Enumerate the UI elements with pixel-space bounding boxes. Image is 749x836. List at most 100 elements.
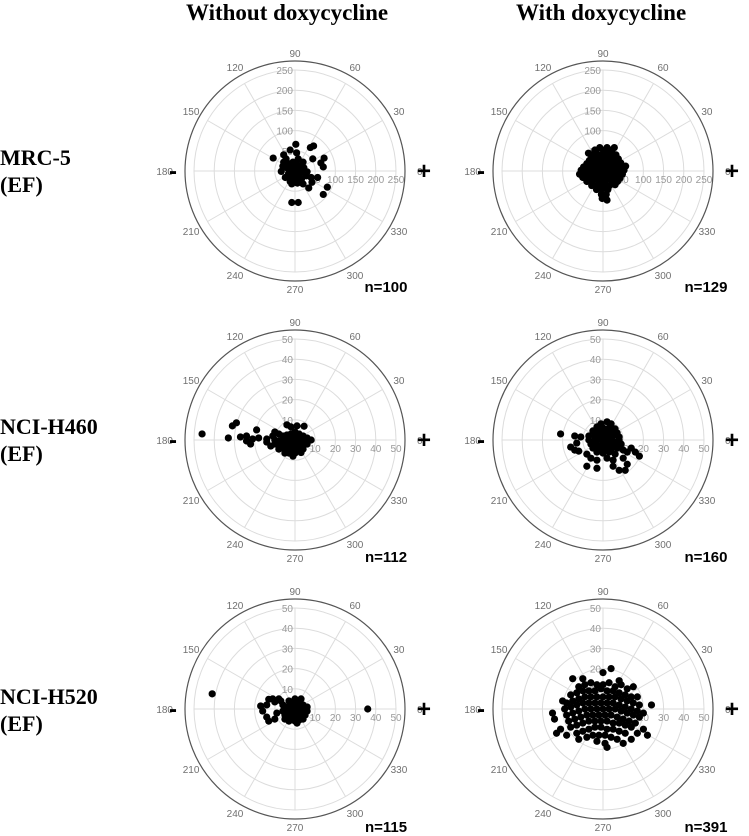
grid-spoke <box>515 439 604 491</box>
polar-chart-panel: 10 10 20 20 30 30 40 40 50 50 0 30 60 90 120 150 180 210 2… <box>156 587 431 836</box>
sample-size-label: n=160 <box>685 549 728 566</box>
angle-label: 300 <box>347 540 364 551</box>
angle-label: 0 <box>725 436 731 447</box>
angle-label: 240 <box>227 271 244 282</box>
data-point <box>552 729 561 737</box>
data-point <box>603 699 611 707</box>
data-point <box>619 454 627 462</box>
angle-label: 30 <box>701 376 713 387</box>
radial-tick-label: 10 <box>590 416 602 427</box>
data-point <box>588 181 596 190</box>
data-point <box>583 177 591 186</box>
grid-spoke <box>294 708 346 797</box>
radial-tick-label: 40 <box>370 713 382 724</box>
sample-size-label: n=100 <box>365 279 408 296</box>
data-point <box>581 681 589 689</box>
data-point <box>300 422 308 430</box>
data-point <box>589 731 597 739</box>
data-point <box>587 705 595 713</box>
data-point <box>273 709 281 717</box>
data-point <box>607 146 615 154</box>
angle-label: 0 <box>417 436 423 447</box>
radial-tick-label: 50 <box>282 604 294 615</box>
radial-tick-label: 20 <box>638 713 650 724</box>
angle-label: 0 <box>417 705 423 716</box>
data-point <box>571 715 579 723</box>
data-point <box>242 432 251 440</box>
data-point <box>573 729 581 737</box>
radial-tick-label: 10 <box>282 416 294 427</box>
positive-pole-label: + <box>725 696 739 723</box>
radial-tick-label: 200 <box>584 86 601 97</box>
data-point <box>271 715 279 723</box>
radial-tick-label: 250 <box>696 175 713 186</box>
data-point <box>198 430 206 438</box>
data-point <box>627 723 635 731</box>
negative-pole-label: - <box>169 696 177 723</box>
data-point <box>609 462 617 470</box>
radial-tick-label: 30 <box>350 713 362 724</box>
data-point <box>597 717 605 725</box>
data-point <box>287 166 295 174</box>
outer-circle <box>492 329 714 551</box>
angle-label: 0 <box>725 705 731 716</box>
angle-label: 60 <box>349 332 361 343</box>
data-point <box>224 434 232 442</box>
data-point <box>579 699 587 707</box>
row-label-line2: (EF) <box>0 711 43 736</box>
data-point <box>567 703 575 711</box>
data-point <box>265 717 273 725</box>
angle-label: 150 <box>491 107 508 118</box>
data-point <box>297 448 305 457</box>
radial-tick-label: 20 <box>590 396 602 407</box>
data-point <box>585 717 593 725</box>
angle-label: 150 <box>183 645 200 656</box>
radial-tick-label: 30 <box>350 444 362 455</box>
angle-label: 270 <box>287 554 304 565</box>
radial-tick-label: 250 <box>276 66 293 77</box>
data-point <box>597 723 605 731</box>
angle-label: 60 <box>657 332 669 343</box>
data-point <box>607 665 615 673</box>
angle-label: 180 <box>464 705 481 716</box>
data-point <box>573 439 581 447</box>
radial-tick-label: 10 <box>282 685 294 696</box>
radial-tick-label: 100 <box>584 127 601 138</box>
data-point <box>293 719 301 727</box>
grid-spoke <box>602 658 691 710</box>
angle-label: 270 <box>595 823 612 834</box>
data-point <box>299 158 307 166</box>
data-point <box>556 430 565 438</box>
data-point <box>629 683 637 691</box>
angle-label: 60 <box>657 601 669 612</box>
radial-tick-label: 30 <box>658 713 670 724</box>
angle-label: 150 <box>183 107 200 118</box>
radial-tick-label: 100 <box>327 175 344 186</box>
data-point <box>615 727 623 735</box>
outer-circle <box>492 598 714 820</box>
data-point <box>647 701 656 709</box>
data-point <box>286 177 294 186</box>
polar-chart-panel: 5050100100150150200200250250030609012015… <box>464 49 739 296</box>
data-point <box>571 432 579 440</box>
angle-label: 90 <box>597 49 609 60</box>
radial-tick-label: 150 <box>655 175 672 186</box>
outer-circle <box>184 60 406 282</box>
angle-label: 120 <box>535 601 552 612</box>
data-point <box>587 679 595 687</box>
data-point <box>293 432 301 440</box>
angle-label: 330 <box>699 765 716 776</box>
data-point <box>615 677 623 685</box>
data-point <box>629 699 637 707</box>
data-point <box>269 154 277 162</box>
data-point <box>579 687 587 695</box>
angle-label: 90 <box>597 318 609 329</box>
data-point <box>592 185 601 194</box>
positive-pole-label: + <box>725 158 739 185</box>
radial-tick-label: 50 <box>698 444 710 455</box>
radial-tick-label: 40 <box>590 624 602 635</box>
data-point <box>613 713 621 721</box>
grid-spoke <box>294 708 383 760</box>
data-point <box>601 711 609 719</box>
